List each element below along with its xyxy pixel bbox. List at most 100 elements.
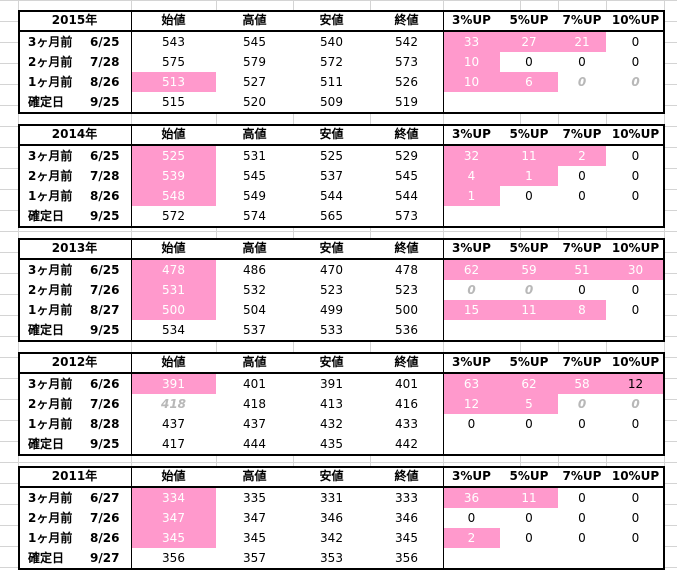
up-count-cell[interactable]: 1	[500, 166, 558, 186]
column-header[interactable]: 終値	[394, 241, 419, 255]
row-date[interactable]: 9/25	[90, 209, 120, 223]
price-cell[interactable]: 519	[395, 95, 418, 109]
year-header[interactable]: 2015年	[51, 13, 98, 27]
up-count-cell[interactable]: 33	[443, 32, 500, 52]
up-count-cell[interactable]: 0	[525, 531, 533, 545]
up-count-cell[interactable]	[558, 206, 606, 226]
up-count-cell[interactable]	[558, 434, 606, 454]
price-cell[interactable]: 478	[395, 263, 418, 277]
up-count-cell[interactable]: 0	[631, 531, 640, 545]
price-cell[interactable]: 504	[243, 303, 266, 317]
price-cell[interactable]: 437	[162, 417, 185, 431]
row-label[interactable]: 2ヶ月前	[28, 55, 73, 69]
up-count-cell[interactable]: 6	[500, 72, 558, 92]
up-count-cell[interactable]: 36	[443, 488, 500, 508]
year-header[interactable]: 2014年	[51, 127, 98, 141]
row-date[interactable]: 7/26	[90, 397, 120, 411]
column-header[interactable]: 5%UP	[509, 241, 549, 255]
price-cell[interactable]: 545	[243, 35, 266, 49]
row-date[interactable]: 6/25	[90, 35, 120, 49]
price-cell[interactable]: 333	[395, 491, 418, 505]
price-cell[interactable]: 444	[243, 437, 266, 451]
price-cell[interactable]: 545	[395, 169, 418, 183]
price-cell[interactable]: 345	[243, 531, 266, 545]
price-cell[interactable]: 542	[395, 35, 418, 49]
column-header[interactable]: 安値	[319, 355, 344, 369]
price-cell[interactable]: 573	[395, 55, 418, 69]
up-count-cell[interactable]: 11	[500, 146, 558, 166]
up-count-cell[interactable]: 27	[500, 32, 558, 52]
up-count-cell[interactable]	[606, 548, 665, 568]
up-count-cell[interactable]: 62	[500, 374, 558, 394]
price-cell[interactable]: 470	[320, 263, 343, 277]
column-header[interactable]: 3%UP	[452, 469, 491, 483]
up-count-cell[interactable]: 0	[578, 189, 586, 203]
up-count-cell[interactable]: 63	[443, 374, 500, 394]
up-count-cell[interactable]: 8	[558, 300, 606, 320]
column-header[interactable]: 3%UP	[452, 241, 491, 255]
row-label[interactable]: 3ヶ月前	[28, 377, 73, 391]
column-header[interactable]: 高値	[242, 469, 267, 483]
up-count-cell[interactable]: 30	[606, 260, 665, 280]
up-count-cell[interactable]	[558, 320, 606, 340]
row-label[interactable]: 2ヶ月前	[28, 511, 73, 525]
price-cell[interactable]: 331	[320, 491, 343, 505]
up-count-cell[interactable]	[558, 92, 606, 112]
column-header[interactable]: 10%UP	[611, 127, 660, 141]
price-cell[interactable]: 572	[162, 209, 185, 223]
price-cell[interactable]: 575	[162, 55, 185, 69]
up-count-cell[interactable]: 0	[631, 417, 640, 431]
column-header[interactable]: 5%UP	[509, 469, 549, 483]
up-count-cell[interactable]: 2	[558, 146, 606, 166]
up-count-cell[interactable]: 0	[467, 417, 476, 431]
price-cell[interactable]: 526	[395, 75, 418, 89]
price-cell[interactable]: 357	[243, 551, 266, 565]
price-cell[interactable]: 432	[320, 417, 343, 431]
up-count-cell[interactable]: 0	[578, 169, 586, 183]
row-label[interactable]: 1ヶ月前	[28, 417, 73, 431]
row-label[interactable]: 確定日	[28, 209, 65, 223]
column-header[interactable]: 7%UP	[562, 355, 602, 369]
row-label[interactable]: 3ヶ月前	[28, 149, 73, 163]
column-header[interactable]: 高値	[242, 241, 267, 255]
column-header[interactable]: 10%UP	[611, 469, 660, 483]
price-cell[interactable]: 539	[131, 166, 216, 186]
price-cell[interactable]: 540	[320, 35, 343, 49]
up-count-cell[interactable]: 0	[578, 491, 586, 505]
column-header[interactable]: 5%UP	[509, 13, 549, 27]
year-header[interactable]: 2013年	[51, 241, 98, 255]
price-cell[interactable]: 356	[162, 551, 185, 565]
price-cell[interactable]: 401	[243, 377, 266, 391]
column-header[interactable]: 安値	[319, 469, 344, 483]
up-count-cell[interactable]: 11	[500, 300, 558, 320]
up-count-cell[interactable]: 59	[500, 260, 558, 280]
up-count-cell[interactable]	[606, 320, 665, 340]
price-cell[interactable]: 523	[320, 283, 343, 297]
price-cell[interactable]: 533	[320, 323, 343, 337]
column-header[interactable]: 7%UP	[562, 13, 602, 27]
up-count-cell[interactable]: 0	[578, 531, 586, 545]
price-cell[interactable]: 511	[320, 75, 343, 89]
up-count-cell[interactable]: 0	[524, 283, 534, 297]
up-count-cell[interactable]	[500, 320, 558, 340]
price-cell[interactable]: 346	[320, 511, 343, 525]
price-cell[interactable]: 527	[243, 75, 266, 89]
column-header[interactable]: 10%UP	[611, 13, 660, 27]
price-cell[interactable]: 437	[243, 417, 266, 431]
price-cell[interactable]: 391	[131, 374, 216, 394]
price-cell[interactable]: 391	[320, 377, 343, 391]
price-cell[interactable]: 573	[395, 209, 418, 223]
price-cell[interactable]: 545	[243, 169, 266, 183]
row-label[interactable]: 確定日	[28, 95, 65, 109]
price-cell[interactable]: 347	[243, 511, 266, 525]
row-label[interactable]: 確定日	[28, 323, 65, 337]
price-cell[interactable]: 534	[162, 323, 185, 337]
year-header[interactable]: 2012年	[51, 355, 98, 369]
price-cell[interactable]: 548	[131, 186, 216, 206]
price-cell[interactable]: 549	[243, 189, 266, 203]
column-header[interactable]: 終値	[394, 13, 419, 27]
row-label[interactable]: 確定日	[28, 551, 65, 565]
row-label[interactable]: 1ヶ月前	[28, 531, 73, 545]
column-header[interactable]: 高値	[242, 13, 267, 27]
price-cell[interactable]: 544	[395, 189, 418, 203]
